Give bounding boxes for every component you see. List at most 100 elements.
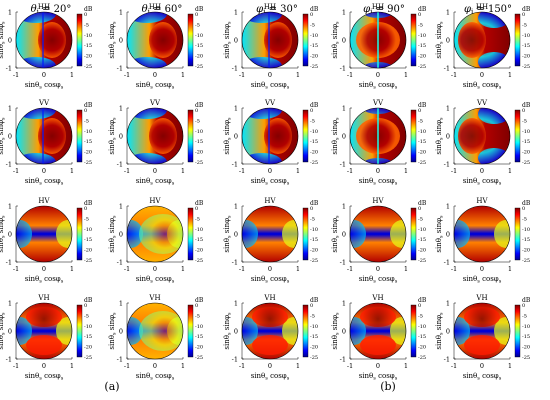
- x-tick-label: 1: [296, 167, 300, 175]
- x-tick-label: 0: [376, 265, 380, 273]
- colorbar-unit: dB: [522, 6, 531, 13]
- colorbar-tick-label: -25: [310, 64, 318, 70]
- colorbar-tick-label: -5: [195, 118, 200, 124]
- x-tick-label: -1: [239, 362, 245, 370]
- colorbar-tick-label: -20: [84, 248, 92, 254]
- colorbar-tick-label: -10: [195, 33, 203, 39]
- y-tick-label: -1: [340, 259, 346, 267]
- colorbar-tick-label: 0: [84, 206, 87, 212]
- colorbar-tick-label: -5: [522, 313, 527, 319]
- colorbar: [410, 304, 417, 358]
- colorbar-tick-label: -25: [418, 355, 426, 361]
- colorbar-tick-label: -15: [418, 334, 426, 340]
- x-tick-label: 1: [181, 71, 185, 79]
- colorbar-tick-label: -10: [84, 33, 92, 39]
- colorbar-tick-label: -25: [310, 258, 318, 264]
- y-tick-label: -1: [444, 356, 450, 364]
- colorbar-tick-label: 0: [418, 206, 421, 212]
- colorbar-tick-label: -10: [310, 33, 318, 39]
- x-tick-label: 1: [508, 167, 512, 175]
- y-axis-label: sinθs sinφs: [331, 21, 341, 59]
- x-tick-label: 0: [480, 71, 484, 79]
- y-tick-label: 1: [446, 203, 450, 211]
- x-tick-label: -1: [451, 265, 457, 273]
- colorbar-tick-label: -20: [522, 248, 530, 254]
- colorbar-unit: dB: [522, 297, 531, 304]
- y-tick-label: -1: [340, 65, 346, 73]
- x-tick-label: 1: [404, 71, 408, 79]
- panel-title: HV: [38, 197, 50, 205]
- y-axis-label: sinθs sinφs: [331, 215, 341, 253]
- y-tick-label: 1: [342, 105, 346, 113]
- y-axis-label: sinθs sinφs: [223, 117, 233, 155]
- colorbar-tick-label: -20: [310, 150, 318, 156]
- x-tick-label: 0: [480, 265, 484, 273]
- x-axis-label: sinθs cosφs: [251, 275, 290, 285]
- x-tick-label: -1: [239, 71, 245, 79]
- colorbar-tick-label: -5: [418, 118, 423, 124]
- x-tick-label: 1: [508, 362, 512, 370]
- panel-title: HV: [372, 197, 384, 205]
- colorbar-tick-label: 0: [195, 108, 198, 114]
- column-header-4: φi = 90°: [363, 4, 405, 16]
- colorbar-unit: dB: [418, 200, 427, 207]
- colorbar-tick-label: 0: [522, 108, 525, 114]
- panel-label-a: (a): [104, 380, 119, 393]
- x-tick-label: 0: [153, 362, 157, 370]
- y-tick-label: 1: [119, 300, 123, 308]
- y-tick-label: 0: [234, 231, 238, 239]
- y-tick-label: 0: [234, 37, 238, 45]
- colorbar-unit: dB: [195, 200, 204, 207]
- x-axis-label: sinθs cosφs: [25, 372, 64, 382]
- colorbar-tick-label: -5: [310, 313, 315, 319]
- colorbar-tick-label: -10: [84, 324, 92, 330]
- colorbar-tick-label: -20: [418, 150, 426, 156]
- colorbar: [76, 304, 83, 358]
- y-tick-label: 1: [8, 203, 12, 211]
- x-tick-label: 1: [404, 265, 408, 273]
- colorbar-tick-label: 0: [310, 12, 313, 18]
- colorbar-tick-label: -5: [84, 216, 89, 222]
- x-axis-label: sinθs cosφs: [463, 275, 502, 285]
- colorbar-tick-label: -20: [195, 150, 203, 156]
- y-axis-label: sinθs sinφs: [223, 215, 233, 253]
- colorbar-tick-label: -10: [418, 129, 426, 135]
- y-tick-label: 0: [8, 37, 12, 45]
- y-tick-label: 1: [8, 9, 12, 17]
- y-tick-label: -1: [117, 356, 123, 364]
- colorbar-tick-label: -10: [522, 324, 530, 330]
- panel-title: VH: [37, 294, 49, 302]
- colorbar: [302, 304, 309, 358]
- y-tick-label: 0: [446, 133, 450, 141]
- y-tick-label: 0: [446, 328, 450, 336]
- colorbar-tick-label: -15: [195, 237, 203, 243]
- colorbar-tick-label: 0: [195, 303, 198, 309]
- y-tick-label: 0: [234, 328, 238, 336]
- y-tick-label: -1: [340, 356, 346, 364]
- x-tick-label: 0: [153, 167, 157, 175]
- x-axis-label: sinθs cosφs: [463, 81, 502, 91]
- x-tick-label: -1: [451, 71, 457, 79]
- x-axis-label: sinθs cosφs: [359, 177, 398, 187]
- x-tick-label: 1: [181, 167, 185, 175]
- y-tick-label: -1: [444, 65, 450, 73]
- column-header-5: φi = 150°: [464, 4, 512, 16]
- colorbar-tick-label: -15: [195, 334, 203, 340]
- colorbar-unit: dB: [418, 102, 427, 109]
- x-tick-label: 1: [181, 265, 185, 273]
- colorbar-tick-label: -25: [84, 258, 92, 264]
- x-axis-label: sinθs cosφs: [463, 177, 502, 187]
- colorbar-tick-label: -25: [522, 258, 530, 264]
- colorbar-tick-label: -15: [195, 139, 203, 145]
- colorbar-tick-label: -10: [84, 129, 92, 135]
- colorbar-tick-label: -10: [522, 33, 530, 39]
- colorbar-tick-label: -25: [84, 355, 92, 361]
- colorbar-tick-label: -10: [522, 129, 530, 135]
- x-axis-label: sinθs cosφs: [136, 177, 175, 187]
- colorbar-tick-label: -5: [310, 216, 315, 222]
- column-header-2: θi = 60°: [142, 4, 183, 16]
